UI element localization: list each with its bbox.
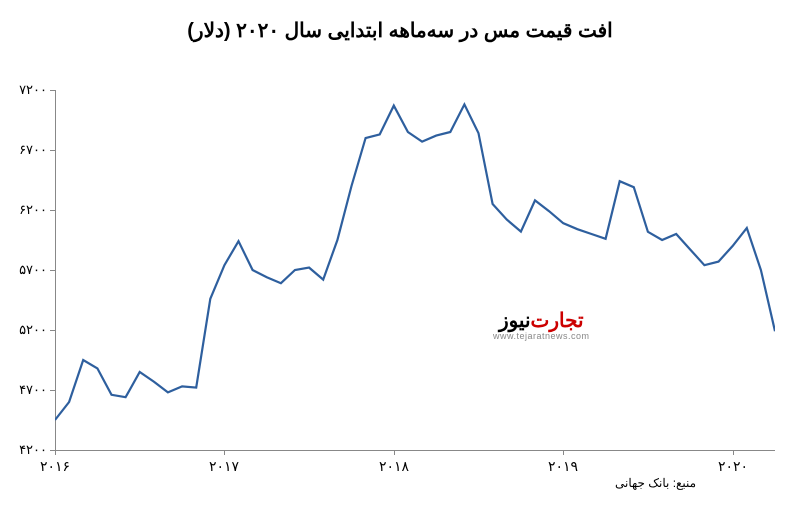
price-series-line <box>55 104 775 420</box>
x-tick <box>224 450 225 455</box>
y-tick-label: ۵۲۰۰ <box>7 322 47 338</box>
x-tick-label: ۲۰۱۶ <box>40 458 70 475</box>
watermark-brand: تجارت‌نیوز <box>493 308 590 333</box>
y-tick-label: ۴۷۰۰ <box>7 382 47 398</box>
chart-title: افت قیمت مس در سه‌ماهه ابتدایی سال ۲۰۲۰ … <box>0 0 800 43</box>
chart-area: ۷۲۰۰ ۶۷۰۰ ۶۲۰۰ ۵۷۰۰ ۵۲۰۰ ۴۷۰۰ ۴۲۰۰ ۲۰۱۶ … <box>55 90 775 450</box>
watermark-brand-red: تجارت <box>531 310 584 332</box>
x-tick <box>55 450 56 455</box>
y-tick-label: ۴۲۰۰ <box>7 442 47 458</box>
x-tick-label: ۲۰۱۸ <box>379 458 409 475</box>
x-tick <box>394 450 395 455</box>
chart-source: منبع: بانک جهانی <box>615 476 696 490</box>
x-tick <box>733 450 734 455</box>
x-tick-label: ۲۰۲۰ <box>718 458 748 475</box>
x-tick-label: ۲۰۱۹ <box>548 458 578 475</box>
y-tick-label: ۷۲۰۰ <box>7 82 47 98</box>
watermark-brand-black: ‌نیوز <box>499 310 531 332</box>
y-tick-label: ۵۷۰۰ <box>7 262 47 278</box>
watermark-link: www.tejaratnews.com <box>493 331 590 341</box>
y-tick-label: ۶۲۰۰ <box>7 202 47 218</box>
x-tick-label: ۲۰۱۷ <box>209 458 239 475</box>
x-axis <box>55 450 775 451</box>
watermark: تجارت‌نیوز www.tejaratnews.com <box>493 308 590 341</box>
x-tick <box>563 450 564 455</box>
line-plot <box>55 90 775 450</box>
y-tick-label: ۶۷۰۰ <box>7 142 47 158</box>
